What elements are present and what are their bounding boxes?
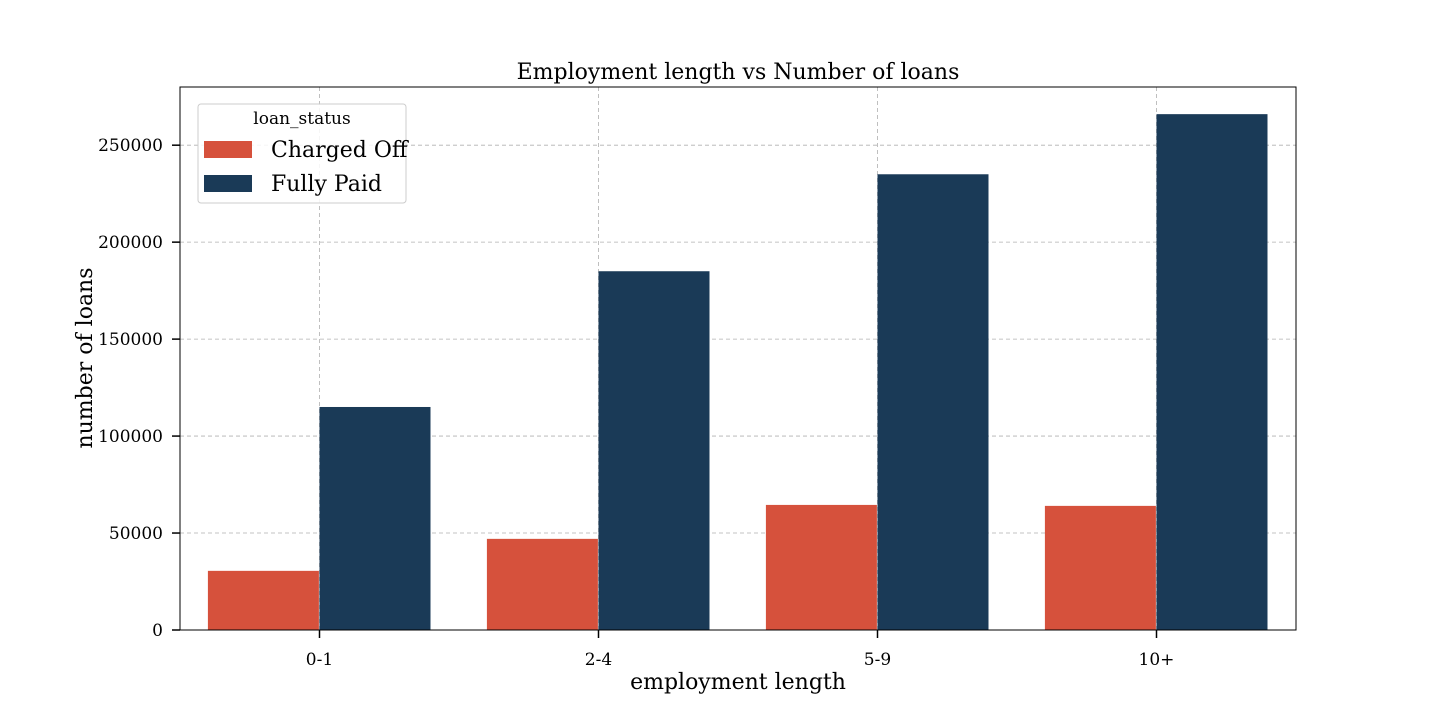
legend-swatch-fully-paid	[204, 175, 252, 192]
bar-fully-paid	[1156, 114, 1268, 630]
bar-charged-off	[486, 538, 598, 630]
bar-charged-off	[207, 570, 319, 630]
plot-area-frame	[179, 86, 1297, 631]
bar-charged-off	[765, 504, 877, 630]
bar-fully-paid	[877, 174, 989, 630]
y-axis: 0 50000 100000 150000 200000 250000	[98, 136, 180, 641]
y-tick-label: 50000	[109, 524, 163, 544]
bars	[207, 114, 1268, 630]
x-tick-label: 5-9	[864, 650, 891, 670]
y-tick-label: 150000	[98, 330, 163, 350]
x-axis: 0-1 2-4 5-9 10+	[306, 630, 1175, 670]
y-axis-title: number of loans	[73, 267, 98, 448]
legend-title: loan_status	[253, 109, 350, 129]
x-axis-title: employment length	[630, 670, 846, 695]
y-tick-label: 100000	[98, 427, 163, 447]
legend-label-fully-paid: Fully Paid	[271, 172, 382, 197]
y-tick-label: 200000	[98, 233, 163, 253]
y-tick-label: 250000	[98, 136, 163, 156]
y-tick-label: 0	[152, 621, 163, 641]
x-tick-label: 10+	[1139, 650, 1175, 670]
x-tick-label: 2-4	[585, 650, 612, 670]
legend-label-charged-off: Charged Off	[271, 138, 409, 163]
bar-fully-paid	[319, 406, 431, 630]
x-tick-label: 0-1	[306, 650, 333, 670]
legend: loan_status Charged Off Fully Paid	[197, 103, 409, 204]
bar-fully-paid	[598, 271, 710, 630]
legend-swatch-charged-off	[204, 141, 252, 158]
chart-title: Employment length vs Number of loans	[517, 60, 960, 85]
bar-charged-off	[1044, 505, 1156, 630]
